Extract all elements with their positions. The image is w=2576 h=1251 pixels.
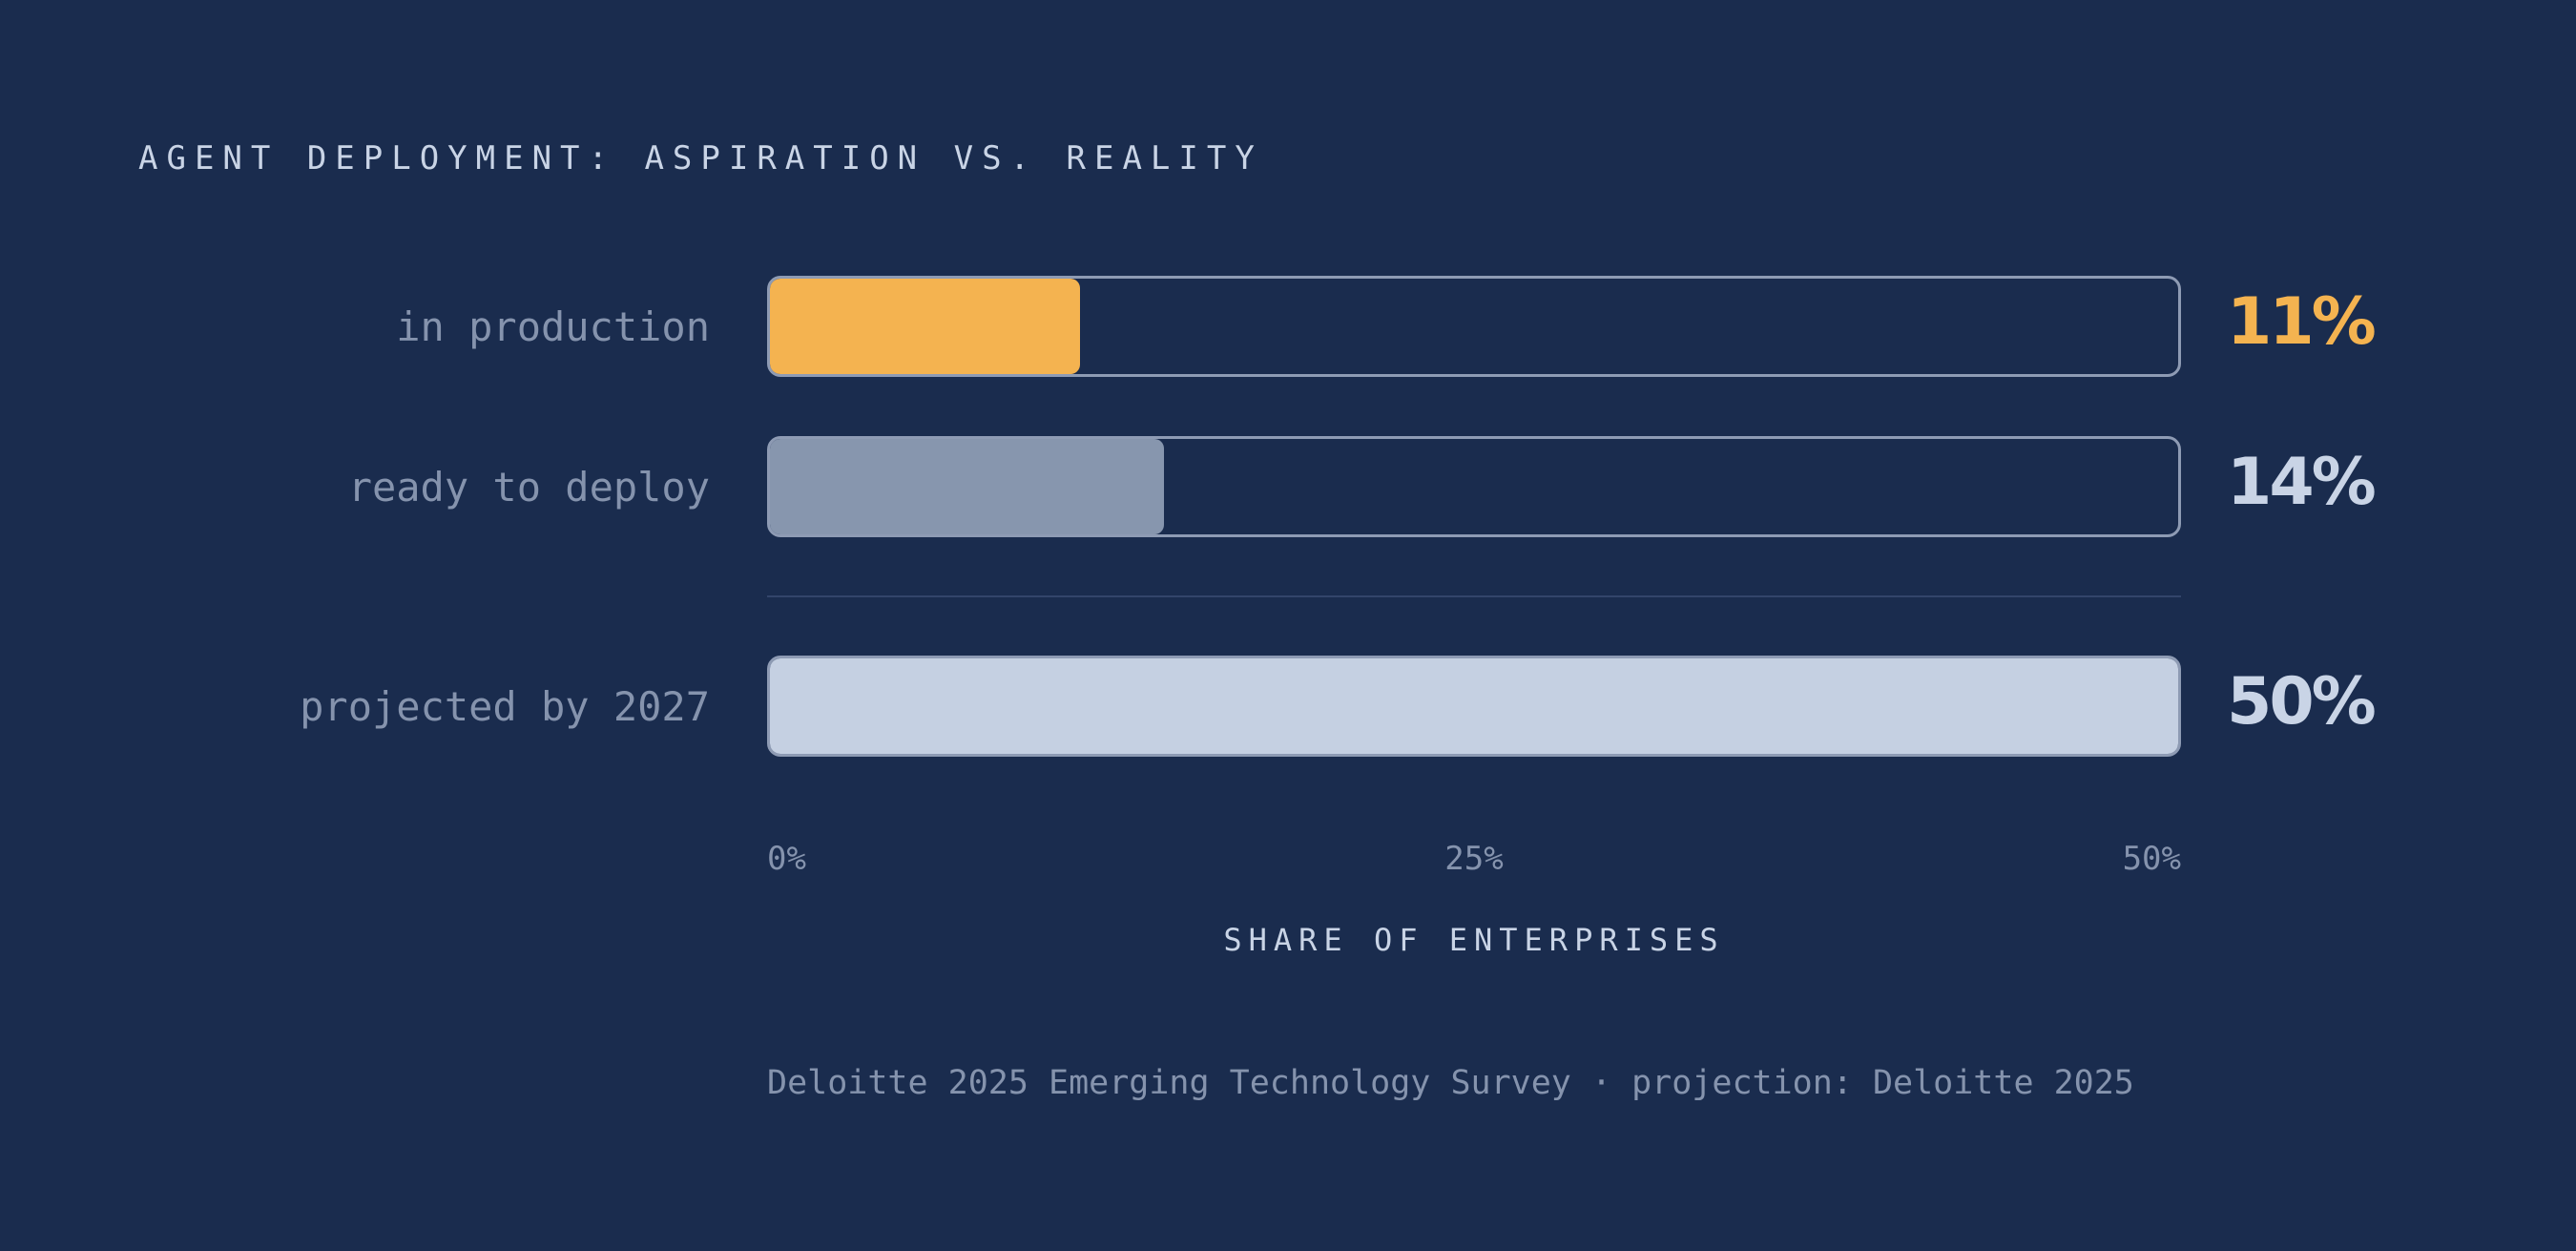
bar-projected-by-2027	[770, 658, 2178, 754]
source-note: Deloitte 2025 Emerging Technology Survey…	[767, 1064, 2134, 1102]
x-tick-0: 0%	[767, 840, 806, 878]
value-label-in-production: 11%	[2227, 284, 2377, 360]
bar-in-production	[770, 279, 1080, 374]
bar-track-in-production	[767, 276, 2181, 377]
value-label-ready-to-deploy: 14%	[2227, 445, 2377, 520]
bar-track-projected-by-2027	[767, 656, 2181, 757]
x-tick-25: 25%	[1444, 840, 1504, 878]
divider	[767, 595, 2181, 597]
chart-title: AGENT DEPLOYMENT: ASPIRATION VS. REALITY	[138, 139, 1263, 177]
bar-track-ready-to-deploy	[767, 436, 2181, 537]
row-label-projected-by-2027: projected by 2027	[300, 683, 710, 730]
x-axis-label: SHARE OF ENTERPRISES	[1223, 922, 1725, 958]
row-label-in-production: in production	[396, 303, 710, 350]
row-label-ready-to-deploy: ready to deploy	[347, 464, 710, 511]
bar-ready-to-deploy	[770, 439, 1165, 534]
x-tick-50: 50%	[2122, 840, 2181, 878]
value-label-projected-by-2027: 50%	[2227, 664, 2377, 740]
